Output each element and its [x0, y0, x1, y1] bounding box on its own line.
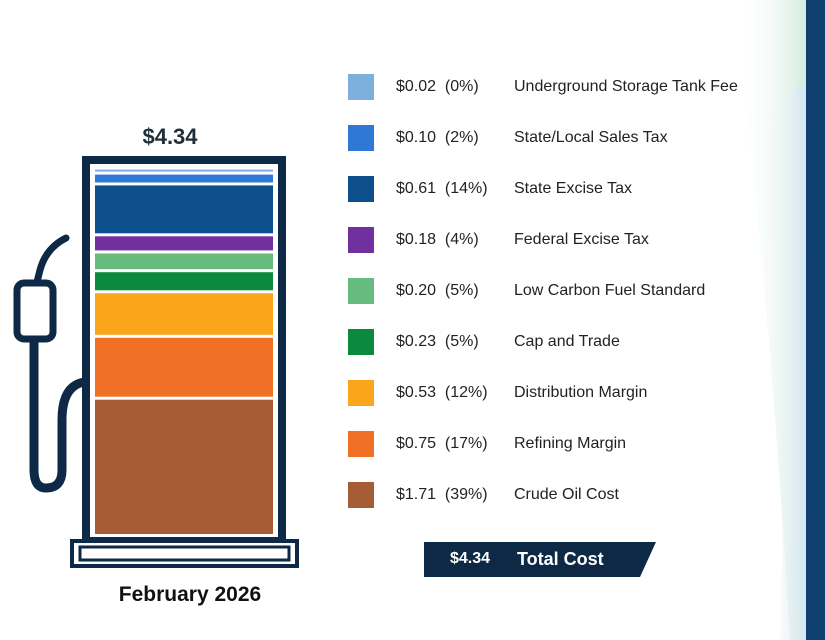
bar-segment [95, 399, 273, 534]
gas-pump-stacked-bar [13, 156, 299, 568]
legend-swatch [348, 74, 374, 100]
total-cost-value: $4.34 [450, 550, 491, 567]
legend-amount: $0.18 (4%) [396, 231, 479, 248]
bar-segment [95, 253, 273, 270]
bar-segment [95, 169, 273, 172]
legend-label: Cap and Trade [514, 333, 620, 350]
legend-item: $0.23 (5%) Cap and Trade [348, 329, 768, 355]
total-cost-label: Total Cost [517, 549, 604, 569]
legend-label: State Excise Tax [514, 180, 632, 197]
bar-segment [95, 337, 273, 397]
total-cost-banner: $4.34 Total Cost [424, 542, 656, 577]
legend-label: Crude Oil Cost [514, 486, 619, 503]
pump-hose-top [32, 234, 70, 290]
legend-label: Underground Storage Tank Fee [514, 78, 738, 95]
pump-price-label: $4.34 [142, 124, 198, 149]
legend-label: Federal Excise Tax [514, 231, 649, 248]
legend-item: $0.18 (4%) Federal Excise Tax [348, 227, 768, 253]
bar-segment [95, 236, 273, 251]
legend-amount: $0.20 (5%) [396, 282, 479, 299]
legend-swatch [348, 431, 374, 457]
legend-item: $0.10 (2%) State/Local Sales Tax [348, 125, 768, 151]
legend-swatch [348, 278, 374, 304]
bar-segment [95, 185, 273, 234]
legend-amount: $1.71 (39%) [396, 486, 488, 503]
date-label: February 2026 [118, 583, 262, 606]
legend-item: $0.02 (0%) Underground Storage Tank Fee [348, 74, 768, 100]
legend-swatch [348, 380, 374, 406]
legend-item: $0.75 (17%) Refining Margin [348, 431, 768, 457]
legend-swatch [348, 227, 374, 253]
pump-hose [29, 335, 89, 493]
pump-base-inner [78, 545, 291, 562]
legend-amount: $0.75 (17%) [396, 435, 488, 452]
legend-label: State/Local Sales Tax [514, 129, 668, 146]
legend-swatch [348, 125, 374, 151]
legend-label: Distribution Margin [514, 384, 648, 401]
legend-amount: $0.23 (5%) [396, 333, 479, 350]
legend-swatch [348, 176, 374, 202]
legend-amount: $0.53 (12%) [396, 384, 488, 401]
bar-segment [95, 293, 273, 335]
legend-swatch [348, 329, 374, 355]
legend-item: $0.53 (12%) Distribution Margin [348, 380, 768, 406]
bar-segment [95, 272, 273, 291]
legend-label: Low Carbon Fuel Standard [514, 282, 706, 299]
right-edge-bar [806, 0, 825, 640]
legend-item: $0.61 (14%) State Excise Tax [348, 176, 768, 202]
legend-label: Refining Margin [514, 435, 627, 452]
legend-item: $0.20 (5%) Low Carbon Fuel Standard [348, 278, 768, 304]
nozzle-icon [13, 279, 57, 343]
legend-amount: $0.61 (14%) [396, 180, 488, 197]
legend-amount: $0.02 (0%) [396, 78, 479, 95]
bar-segment [95, 174, 273, 183]
legend-amount: $0.10 (2%) [396, 129, 479, 146]
legend-item: $1.71 (39%) Crude Oil Cost [348, 482, 768, 508]
legend-swatch [348, 482, 374, 508]
